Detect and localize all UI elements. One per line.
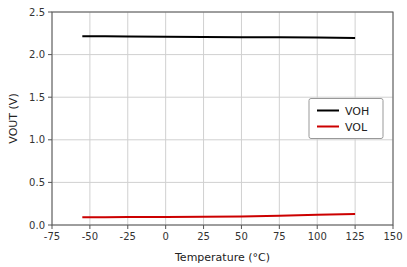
- tick-label-x: 25: [197, 231, 210, 242]
- tick-label-x: -25: [120, 231, 136, 242]
- legend-box: [309, 99, 383, 139]
- tick-label-x: -50: [82, 231, 98, 242]
- legend-swatch: [317, 126, 339, 128]
- tick-y: [48, 97, 52, 98]
- tick-x: [241, 225, 242, 229]
- x-axis-label: Temperature (°C): [174, 251, 270, 264]
- grid: [52, 12, 393, 225]
- grid-line-x: [241, 12, 242, 225]
- grid-line-y: [52, 139, 393, 140]
- tick-label-x: 100: [308, 231, 327, 242]
- tick-label-y: 0.5: [29, 177, 45, 188]
- tick-label-x: 125: [346, 231, 365, 242]
- grid-line-x: [203, 12, 204, 225]
- series-line: [82, 36, 355, 38]
- legend: VOH VOL: [309, 99, 383, 139]
- legend-label: VOL: [345, 121, 368, 134]
- tick-label-x: 0: [162, 231, 168, 242]
- tick-x: [203, 225, 204, 229]
- tick-y: [48, 54, 52, 55]
- tick-label-x: 150: [383, 231, 402, 242]
- tick-x: [279, 225, 280, 229]
- plot-background: [52, 12, 393, 225]
- legend-label: VOH: [345, 105, 369, 118]
- tick-x: [317, 225, 318, 229]
- tick-label-y: 1.5: [29, 92, 45, 103]
- grid-line-x: [89, 12, 90, 225]
- tick-y: [48, 182, 52, 183]
- tick-label-y: 2.5: [29, 7, 45, 18]
- tick-y: [48, 139, 52, 140]
- tick-label-y: 1.0: [29, 134, 45, 145]
- tick-y: [48, 225, 52, 226]
- chart: -75 -50 -25 0 25 50 75 100 125 150 0.0 0.5 1.0 1.5 2.0…: [0, 0, 407, 267]
- grid-line-x: [127, 12, 128, 225]
- grid-line-x: [279, 12, 280, 225]
- plot-frame: [52, 12, 393, 225]
- tick-label-x: 50: [235, 231, 248, 242]
- tick-label-y: 0.0: [29, 220, 45, 231]
- tick-x: [52, 225, 53, 229]
- tick-label-x: -75: [44, 231, 60, 242]
- tick-x: [89, 225, 90, 229]
- tick-y: [48, 12, 52, 13]
- axes: -75 -50 -25 0 25 50 75 100 125 150 0.0 0.5 1.0 1.5 2.0…: [29, 7, 402, 243]
- grid-line-y: [52, 54, 393, 55]
- tick-x: [165, 225, 166, 229]
- grid-line-x: [165, 12, 166, 225]
- y-axis-label: VOUT (V): [7, 93, 20, 143]
- tick-label-y: 2.0: [29, 49, 45, 60]
- tick-label-x: 75: [273, 231, 286, 242]
- series-line: [82, 214, 355, 217]
- tick-x: [355, 225, 356, 229]
- tick-x: [393, 225, 394, 229]
- tick-x: [127, 225, 128, 229]
- grid-line-y: [52, 182, 393, 183]
- legend-swatch: [317, 110, 339, 112]
- grid-line-y: [52, 97, 393, 98]
